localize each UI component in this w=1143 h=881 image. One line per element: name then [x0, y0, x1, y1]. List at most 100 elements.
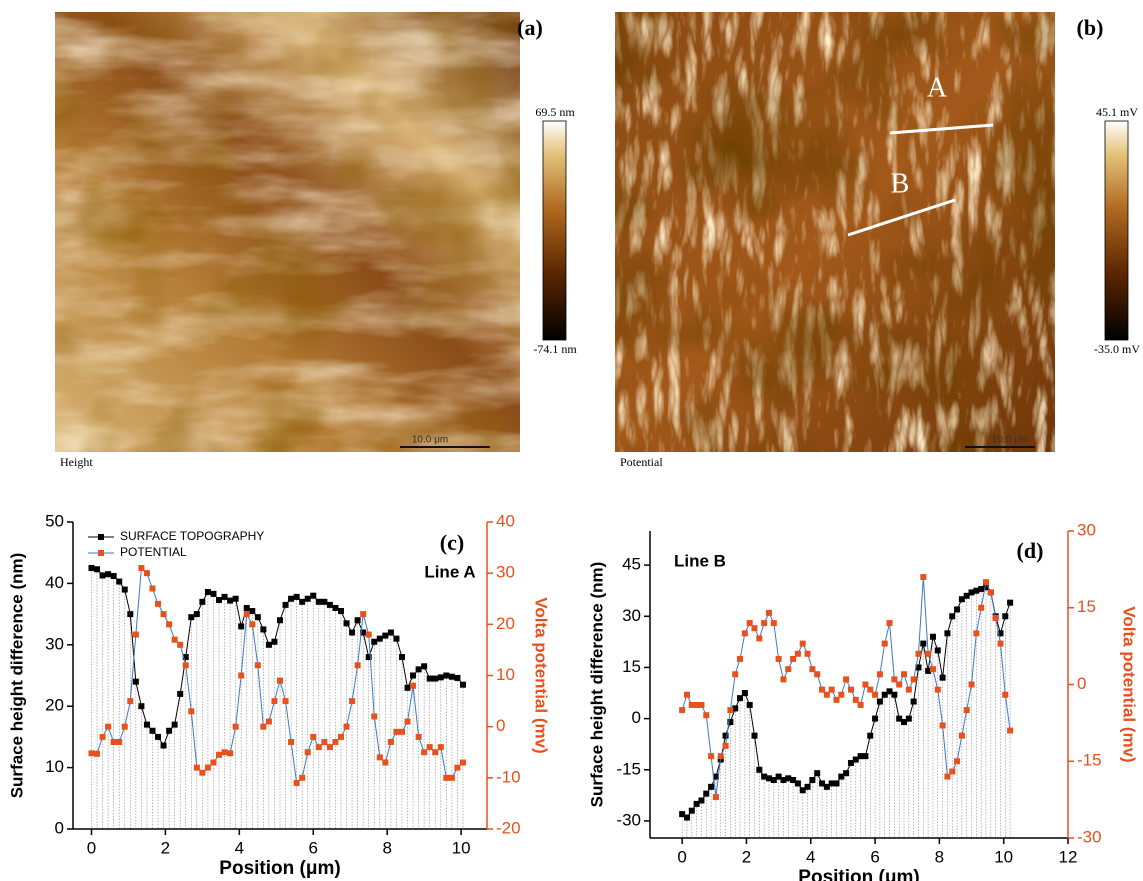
data-point [954, 758, 960, 764]
data-point [800, 641, 806, 647]
data-point [316, 744, 322, 750]
data-point [355, 617, 361, 623]
colorbar [543, 121, 566, 340]
data-point [321, 599, 327, 605]
y-tick-label: 10 [45, 757, 64, 776]
data-point [438, 744, 444, 750]
data-point [737, 656, 743, 662]
data-point [756, 635, 762, 641]
y2-tick-label: 15 [1077, 597, 1096, 616]
data-point [144, 722, 150, 728]
data-point [349, 630, 355, 636]
y-tick-label: -15 [616, 759, 641, 778]
data-point [920, 641, 926, 647]
data-point [321, 739, 327, 745]
data-point [973, 630, 979, 636]
data-point [210, 591, 216, 597]
data-point [949, 768, 955, 774]
scale-bar-label: 10.0 μm [992, 435, 1028, 446]
data-point [867, 687, 873, 693]
y-tick-label: -30 [616, 810, 641, 829]
data-point [727, 707, 733, 713]
data-point [679, 707, 685, 713]
data-point [708, 753, 714, 759]
data-point [133, 679, 139, 685]
data-point [819, 687, 825, 693]
data-point [1007, 728, 1013, 734]
data-point [249, 608, 255, 614]
data-point [935, 687, 941, 693]
x-tick-label: 10 [994, 847, 1013, 866]
potential-image [615, 12, 1055, 452]
data-point [205, 765, 211, 771]
data-point [399, 729, 405, 735]
y-tick-label: 45 [622, 555, 641, 574]
data-point [805, 784, 811, 790]
data-point [410, 683, 416, 689]
data-point [255, 614, 261, 620]
data-point [766, 610, 772, 616]
data-point [338, 608, 344, 614]
data-point [294, 780, 300, 786]
y-tick-label: 20 [45, 696, 64, 715]
y2-tick-label: -10 [496, 767, 521, 786]
figure: (a) 10.0 μm 69.5 nm -74.1 nm Height A B … [0, 0, 1143, 881]
data-point [438, 674, 444, 680]
data-point [355, 662, 361, 668]
data-point [183, 662, 189, 668]
data-point [449, 775, 455, 781]
data-point [964, 707, 970, 713]
data-point [149, 586, 155, 592]
data-point [194, 611, 200, 617]
data-point [882, 641, 888, 647]
x-tick-label: 2 [742, 847, 751, 866]
data-point [288, 739, 294, 745]
data-point [216, 597, 222, 603]
data-point [449, 674, 455, 680]
data-point [172, 637, 178, 643]
y2-tick-label: 40 [496, 511, 515, 530]
data-point [188, 708, 194, 714]
colorbar-min: -35.0 mV [1094, 342, 1140, 356]
data-point [698, 797, 704, 803]
data-point [249, 621, 255, 627]
data-point [349, 698, 355, 704]
legend-marker [98, 550, 104, 556]
data-point [954, 606, 960, 612]
data-point [443, 775, 449, 781]
data-point [299, 599, 305, 605]
data-point [833, 780, 839, 786]
x-tick-label: 0 [87, 838, 96, 857]
data-point [920, 574, 926, 580]
data-point [371, 713, 377, 719]
data-point [432, 676, 438, 682]
y2-tick-label: 30 [1077, 520, 1096, 539]
data-point [122, 587, 128, 593]
data-point [416, 666, 422, 672]
x-axis-label: Position (μm) [798, 867, 919, 881]
data-point [88, 565, 94, 571]
data-point [829, 687, 835, 693]
line-label: B [891, 168, 910, 199]
data-point [867, 733, 873, 739]
data-point [703, 712, 709, 718]
data-point [199, 770, 205, 776]
y-tick-label: 30 [45, 634, 64, 653]
data-point [393, 729, 399, 735]
data-point [443, 673, 449, 679]
data-point [94, 566, 100, 572]
annotation: Line B [674, 551, 726, 570]
data-point [94, 751, 100, 757]
scale-bar-label: 10.0 μm [412, 435, 448, 446]
data-point [327, 602, 333, 608]
data-point [795, 780, 801, 786]
y2-axis-label: Volta potential (mv) [532, 597, 551, 753]
data-point [742, 690, 748, 696]
data-point [127, 698, 133, 704]
data-point [271, 698, 277, 704]
data-point [785, 666, 791, 672]
data-point [100, 572, 106, 578]
data-point [283, 602, 289, 608]
data-point [848, 687, 854, 693]
data-point [144, 570, 150, 576]
